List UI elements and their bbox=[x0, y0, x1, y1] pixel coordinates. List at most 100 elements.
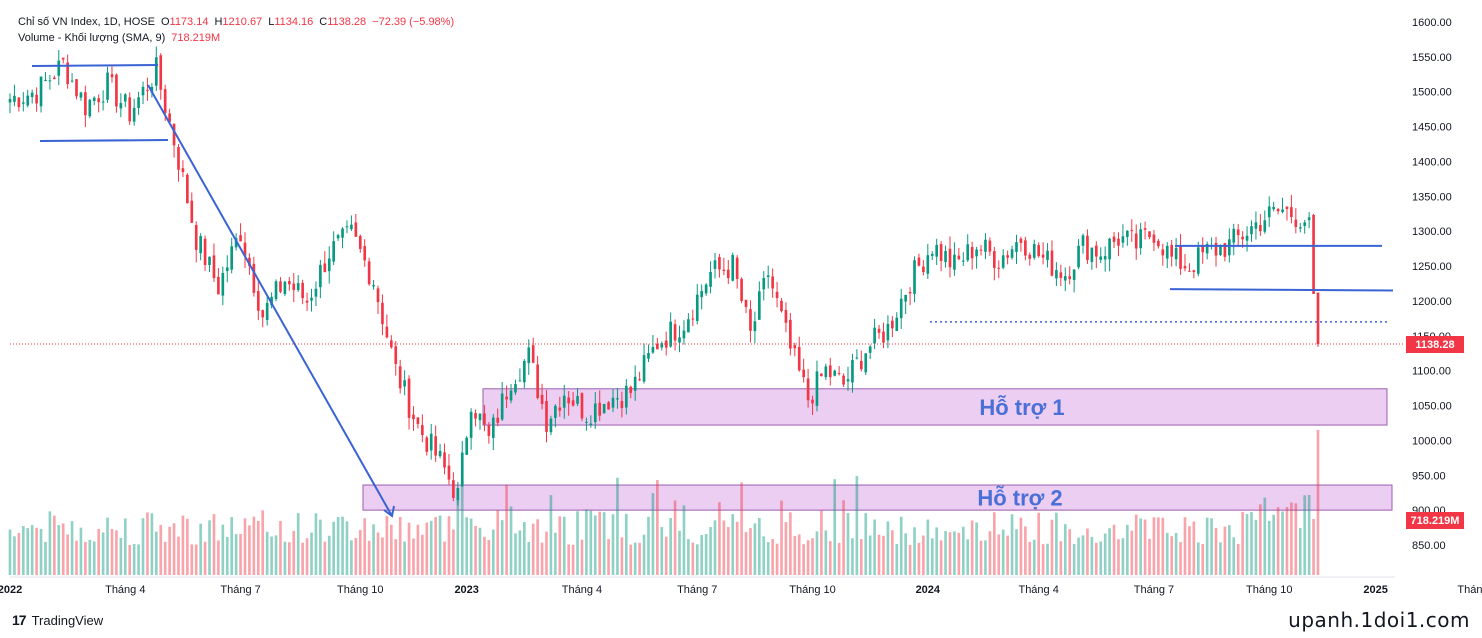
volume-indicator-label[interactable]: Volume - Khối lượng (SMA, 9) bbox=[18, 32, 166, 44]
y-tick-label: 850.00 bbox=[1412, 540, 1446, 552]
volume-bar bbox=[948, 532, 952, 575]
candle-body bbox=[394, 346, 398, 365]
candle-body bbox=[1214, 242, 1218, 256]
candle-body bbox=[44, 79, 47, 81]
candle-body bbox=[953, 254, 956, 270]
candle-body bbox=[509, 390, 513, 401]
volume-bar bbox=[970, 520, 974, 575]
candle-body bbox=[749, 309, 752, 331]
candle-body bbox=[975, 249, 978, 257]
volume-bar bbox=[487, 540, 491, 575]
y-tick-label: 1500.00 bbox=[1412, 87, 1452, 99]
y-tick-label: 1000.00 bbox=[1412, 435, 1452, 447]
x-tick-label: Tháng 7 bbox=[220, 584, 260, 596]
volume-bar bbox=[647, 516, 650, 575]
candle-body bbox=[1094, 245, 1098, 257]
volume-bar bbox=[891, 530, 894, 575]
candle-body bbox=[447, 465, 451, 480]
candle-body bbox=[851, 359, 854, 383]
volume-bar bbox=[234, 534, 238, 575]
candle-body bbox=[842, 375, 845, 385]
volume-bar bbox=[766, 542, 770, 575]
candle-body bbox=[296, 283, 300, 291]
candle-body bbox=[327, 258, 331, 272]
y-tick-label: 1600.00 bbox=[1412, 17, 1452, 29]
volume-bar bbox=[345, 521, 349, 575]
volume-bar bbox=[718, 502, 721, 575]
volume-bar bbox=[997, 534, 1001, 575]
candle-body bbox=[753, 321, 757, 332]
x-tick-label: Tháng 4 bbox=[1457, 584, 1482, 596]
candle-body bbox=[1032, 243, 1036, 258]
candle-body bbox=[735, 257, 739, 279]
volume-bar bbox=[576, 511, 579, 575]
candle-body bbox=[540, 394, 544, 404]
candle-body bbox=[562, 395, 566, 408]
candle-body bbox=[1250, 226, 1253, 235]
volume-bar bbox=[1267, 520, 1271, 575]
volume-bar bbox=[265, 531, 269, 575]
candle-body bbox=[1050, 250, 1054, 276]
candle-body bbox=[1223, 243, 1227, 257]
x-tick-label: Tháng 10 bbox=[789, 584, 835, 596]
volume-bar bbox=[208, 520, 211, 575]
volume-bar bbox=[687, 539, 690, 575]
volume-bar bbox=[79, 527, 83, 575]
candle-body bbox=[815, 371, 819, 406]
candle-body bbox=[726, 269, 730, 279]
candle-body bbox=[744, 299, 748, 308]
candle-body bbox=[141, 86, 145, 96]
volume-bar bbox=[1139, 518, 1142, 575]
candle-body bbox=[1059, 272, 1063, 278]
candle-body bbox=[1276, 208, 1280, 212]
volume-bar bbox=[908, 544, 912, 575]
candle-body bbox=[820, 373, 823, 377]
candle-body bbox=[101, 101, 105, 103]
volume-bar bbox=[1188, 526, 1191, 575]
volume-bar bbox=[452, 529, 455, 575]
candle-body bbox=[802, 369, 805, 378]
candle-body bbox=[35, 94, 38, 104]
volume-bar bbox=[75, 540, 78, 575]
volume-bar bbox=[301, 542, 304, 575]
candle-body bbox=[970, 246, 974, 259]
volume-bar bbox=[1201, 543, 1205, 575]
volume-bar bbox=[407, 522, 411, 575]
support-line bbox=[39, 139, 169, 142]
candle-body bbox=[1103, 256, 1107, 260]
candle-body bbox=[930, 253, 934, 256]
candle-body bbox=[713, 260, 717, 269]
volume-bar bbox=[1245, 514, 1249, 575]
volume-bar bbox=[1196, 542, 1200, 575]
volume-bar bbox=[1285, 507, 1289, 575]
volume-bar bbox=[327, 535, 331, 575]
candle-body bbox=[1232, 228, 1236, 243]
volume-bar bbox=[1281, 511, 1284, 575]
volume-bar bbox=[1272, 514, 1275, 575]
volume-bar bbox=[926, 519, 930, 575]
time-axis[interactable]: 2022 Tháng 4 Tháng 7 Tháng 10 2023 Tháng 4 Thá… bbox=[0, 584, 1482, 596]
candle-body bbox=[412, 414, 415, 420]
volume-bar bbox=[1134, 514, 1138, 575]
candle-body bbox=[288, 281, 291, 285]
volume-bar bbox=[1112, 524, 1116, 575]
tradingview-logo[interactable]: 17 TradingView bbox=[12, 612, 103, 628]
candle-body bbox=[416, 417, 420, 425]
volume-bar bbox=[17, 532, 21, 575]
volume-bar bbox=[1099, 541, 1103, 575]
candle-body bbox=[957, 255, 961, 260]
candle-body bbox=[775, 291, 779, 299]
candle-body bbox=[1108, 238, 1111, 260]
candle-body bbox=[483, 413, 486, 425]
candle-body bbox=[403, 380, 406, 387]
candle-body bbox=[828, 365, 832, 378]
symbol-title[interactable]: Chỉ số VN Index, 1D, HOSE bbox=[18, 16, 155, 28]
volume-bar bbox=[332, 521, 336, 575]
candle-body bbox=[877, 328, 881, 333]
price-axis[interactable]: 1600.00 1550.00 1500.00 1450.00 1400.00 1350.… bbox=[1412, 17, 1452, 552]
volume-bar bbox=[589, 510, 593, 575]
y-tick-label: 1100.00 bbox=[1412, 366, 1451, 378]
volume-bar bbox=[864, 513, 868, 575]
candle-body bbox=[1245, 235, 1249, 241]
